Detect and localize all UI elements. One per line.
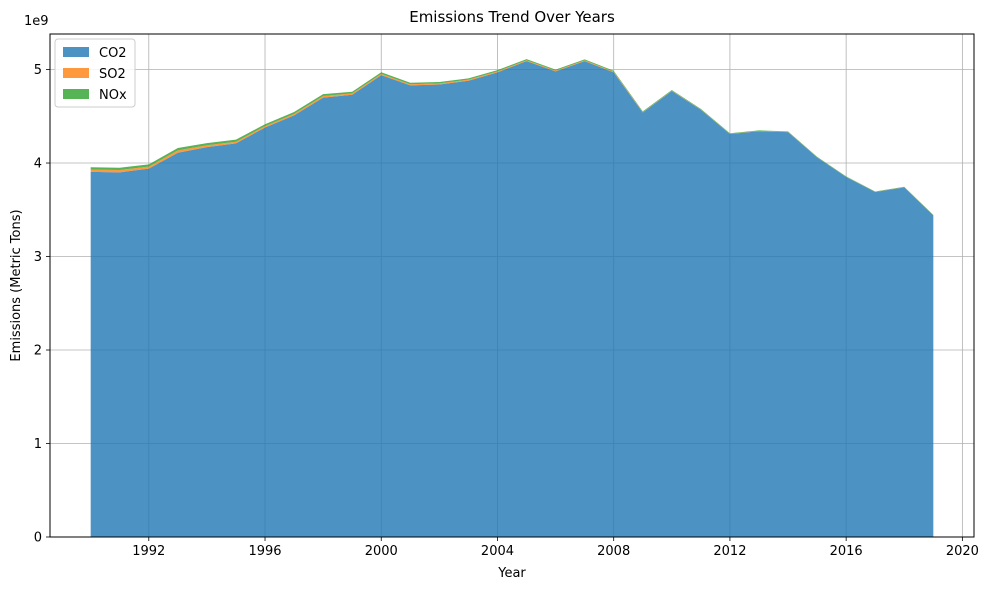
x-tick-label: 1996 — [248, 544, 281, 559]
x-axis-label: Year — [497, 566, 526, 581]
y-axis-label: Emissions (Metric Tons) — [9, 209, 24, 361]
legend-label-co2: CO2 — [99, 46, 127, 61]
y-tick-label: 2 — [34, 344, 42, 359]
legend-swatch-so2 — [63, 68, 89, 78]
legend-label-so2: SO2 — [99, 67, 126, 82]
legend-swatch-co2 — [63, 47, 89, 57]
axes-frame — [49, 33, 975, 538]
axis-ticks: 1992 1996 2000 2004 2008 2012 2016 2020 0 1 2 3 4 5 — [34, 63, 979, 559]
y-tick-label: 3 — [34, 250, 42, 265]
x-tick-label: 2020 — [946, 544, 979, 559]
x-tick-label: 1992 — [132, 544, 165, 559]
y-tick-label: 1 — [34, 437, 42, 452]
area-series — [90, 59, 934, 538]
legend: CO2 SO2 NOx — [54, 38, 136, 108]
x-tick-label: 2000 — [365, 544, 398, 559]
area-co2 — [90, 61, 934, 538]
x-tick-label: 2008 — [597, 544, 630, 559]
chart-title: Emissions Trend Over Years — [409, 8, 615, 26]
y-tick-label: 4 — [34, 157, 42, 172]
x-tick-label: 2012 — [713, 544, 746, 559]
x-tick-label: 2004 — [481, 544, 514, 559]
legend-swatch-nox — [63, 89, 89, 99]
x-tick-label: 2016 — [830, 544, 863, 559]
y-tick-label: 5 — [34, 63, 42, 78]
legend-label-nox: NOx — [99, 88, 127, 103]
y-axis-offset-label: 1e9 — [24, 14, 49, 29]
y-tick-label: 0 — [34, 531, 42, 546]
